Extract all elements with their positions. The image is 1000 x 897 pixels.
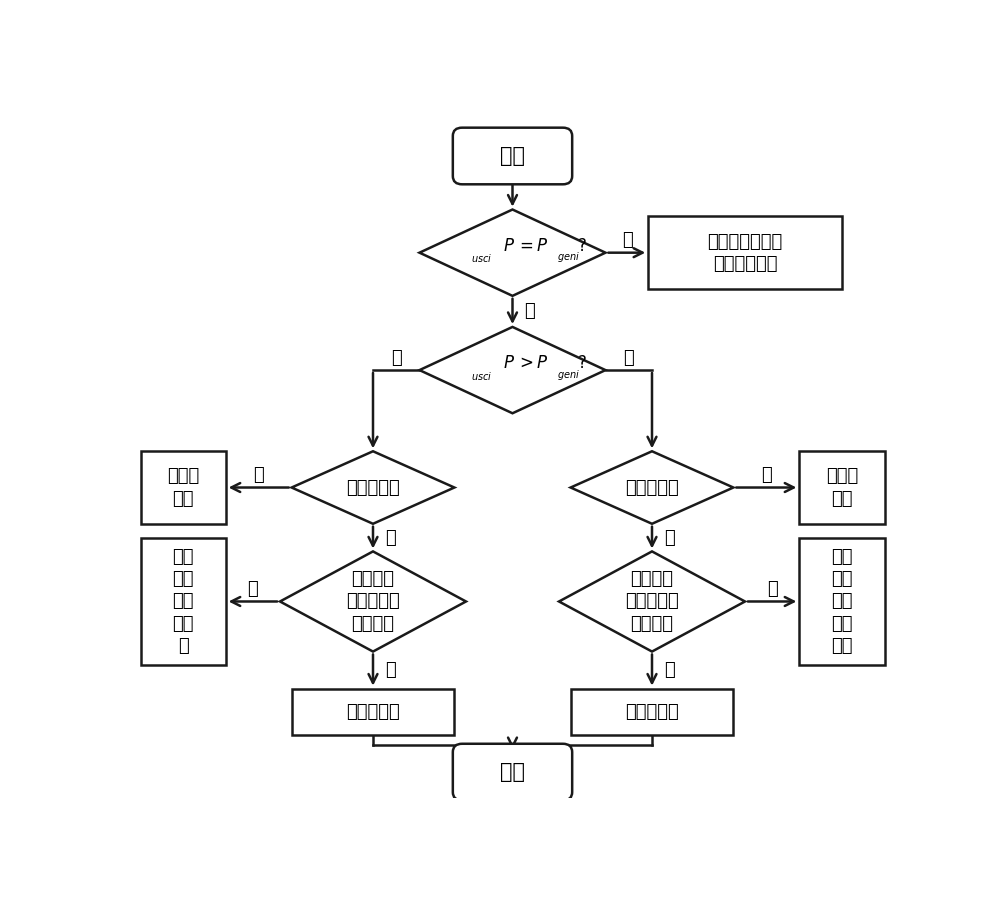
Text: 否: 否 xyxy=(767,580,778,598)
Bar xyxy=(140,451,226,524)
Text: 是: 是 xyxy=(385,528,395,546)
Text: 是: 是 xyxy=(385,661,395,679)
Text: $_{geni}$: $_{geni}$ xyxy=(557,369,580,383)
Bar xyxy=(571,689,733,736)
Text: 由电网
输入: 由电网 输入 xyxy=(167,467,199,508)
Text: 蓄电池不充不放
电网不充不放: 蓄电池不充不放 电网不充不放 xyxy=(707,232,783,273)
Text: 否: 否 xyxy=(248,580,258,598)
Text: 电池可充电: 电池可充电 xyxy=(625,478,679,497)
FancyBboxPatch shape xyxy=(453,744,572,800)
Polygon shape xyxy=(571,451,733,524)
Text: $=P$: $=P$ xyxy=(516,237,548,255)
Text: $_{usci}$: $_{usci}$ xyxy=(471,369,492,383)
Text: $_{geni}$: $_{geni}$ xyxy=(557,251,580,266)
Text: 向电
网输
入蓄
电池
充电: 向电 网输 入蓄 电池 充电 xyxy=(831,548,853,655)
Bar xyxy=(292,689,454,736)
Text: 结束: 结束 xyxy=(500,762,525,782)
Text: 向电网
输入: 向电网 输入 xyxy=(826,467,858,508)
Bar xyxy=(799,537,885,666)
Polygon shape xyxy=(420,210,606,296)
Text: 功率过盈
可由蓄电池
充电消纳: 功率过盈 可由蓄电池 充电消纳 xyxy=(625,570,679,632)
Text: 开始: 开始 xyxy=(500,146,525,166)
Text: 蓄电池放电: 蓄电池放电 xyxy=(346,703,400,721)
Polygon shape xyxy=(420,327,606,414)
Text: 电池可放电: 电池可放电 xyxy=(346,478,400,497)
Polygon shape xyxy=(559,552,745,651)
Text: $P$: $P$ xyxy=(503,354,515,372)
Bar xyxy=(140,537,226,666)
FancyBboxPatch shape xyxy=(453,127,572,184)
Bar xyxy=(648,216,842,289)
Text: 是: 是 xyxy=(664,661,674,679)
Text: $?$: $?$ xyxy=(577,237,587,255)
Polygon shape xyxy=(280,552,466,651)
Text: 蓄电池充电: 蓄电池充电 xyxy=(625,703,679,721)
Text: 是: 是 xyxy=(391,349,402,367)
Text: 否: 否 xyxy=(623,349,634,367)
Text: 电网
输入
蓄电
池放
电: 电网 输入 蓄电 池放 电 xyxy=(172,548,194,655)
Text: $P$: $P$ xyxy=(503,237,515,255)
Text: 功率缺额
可由蓄电池
放电满足: 功率缺额 可由蓄电池 放电满足 xyxy=(346,570,400,632)
Text: 是: 是 xyxy=(622,231,633,249)
Text: $_{usci}$: $_{usci}$ xyxy=(471,251,492,266)
Bar xyxy=(799,451,885,524)
Text: 否: 否 xyxy=(524,302,535,320)
Text: 否: 否 xyxy=(761,466,772,484)
Polygon shape xyxy=(292,451,454,524)
Text: 是: 是 xyxy=(664,528,674,546)
Text: 否: 否 xyxy=(253,466,264,484)
Text: $>P$: $>P$ xyxy=(516,354,548,372)
Text: $?$: $?$ xyxy=(577,354,587,372)
